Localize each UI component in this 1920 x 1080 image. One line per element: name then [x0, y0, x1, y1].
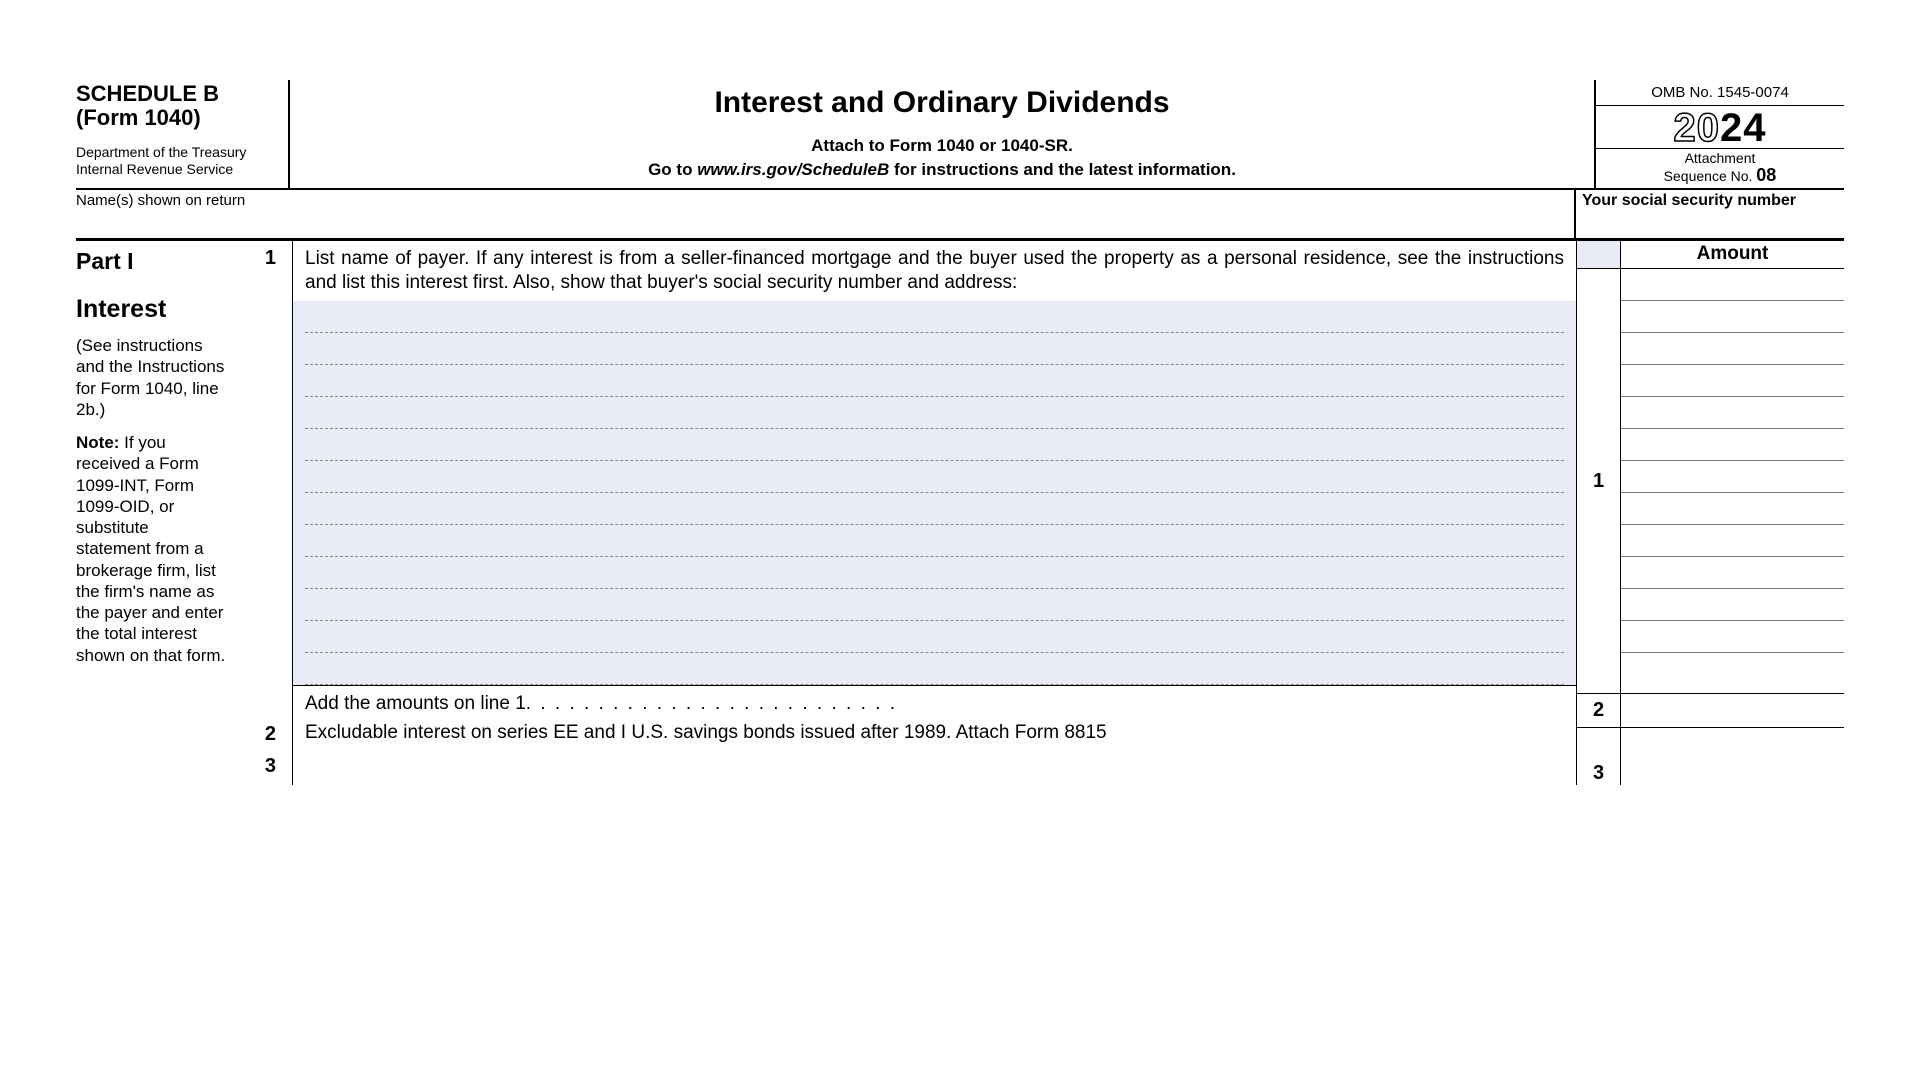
amount-row[interactable] — [1621, 461, 1844, 493]
amount-row[interactable] — [1621, 493, 1844, 525]
amount-row[interactable] — [1621, 269, 1844, 301]
amount-row[interactable] — [1621, 397, 1844, 429]
amount-header: Amount — [1621, 241, 1844, 269]
side-note-bold: Note: — [76, 433, 119, 452]
amount-line2[interactable] — [1621, 693, 1844, 727]
linebox-top-shade — [1577, 241, 1620, 269]
payer-row[interactable] — [305, 653, 1564, 685]
amount-row[interactable] — [1621, 621, 1844, 653]
amount-line3[interactable] — [1621, 727, 1844, 785]
payer-entry-area[interactable] — [293, 301, 1576, 685]
header-center: Interest and Ordinary Dividends Attach t… — [290, 80, 1594, 188]
content-column: List name of payer. If any interest is f… — [292, 241, 1576, 785]
goto-suffix: for instructions and the latest informat… — [889, 160, 1236, 179]
attachment-sequence: Attachment Sequence No. 08 — [1596, 148, 1844, 188]
line1-instruction: List name of payer. If any interest is f… — [293, 241, 1576, 301]
identity-row: Name(s) shown on return Your social secu… — [76, 190, 1844, 241]
line1-number: 1 — [236, 247, 276, 333]
payer-row[interactable] — [305, 525, 1564, 557]
attach-seq-no: 08 — [1756, 165, 1776, 185]
header-left: SCHEDULE B (Form 1040) Department of the… — [76, 80, 290, 188]
attach-seq-label: Attachment — [1685, 150, 1756, 166]
amount-row[interactable] — [1621, 365, 1844, 397]
payer-row[interactable] — [305, 621, 1564, 653]
amount-row[interactable] — [1621, 333, 1844, 365]
amount-row[interactable] — [1621, 301, 1844, 333]
form-number: (Form 1040) — [76, 106, 280, 130]
side-note-instructions: (See instructions and the Instructions f… — [76, 335, 228, 420]
line2-text: Add the amounts on line 1 — [305, 692, 526, 716]
line2-number: 2 — [236, 717, 276, 751]
amount-row[interactable] — [1621, 557, 1844, 589]
linebox-1: 1 — [1577, 269, 1620, 693]
amount-row[interactable] — [1621, 589, 1844, 621]
part1-body: Part I Interest (See instructions and th… — [76, 241, 1844, 785]
amount-row[interactable] — [1621, 429, 1844, 461]
form-header: SCHEDULE B (Form 1040) Department of the… — [76, 80, 1844, 190]
line3-text: Excludable interest on series EE and I U… — [293, 717, 1576, 745]
goto-instruction: Go to www.irs.gov/ScheduleB for instruct… — [300, 160, 1584, 180]
linebox-column: 1 2 3 — [1576, 241, 1620, 785]
payer-row[interactable] — [305, 557, 1564, 589]
line-number-column: 1 2 3 — [236, 241, 292, 785]
payer-row[interactable] — [305, 397, 1564, 429]
header-right: OMB No. 1545-0074 2024 Attachment Sequen… — [1594, 80, 1844, 188]
payer-row[interactable] — [305, 429, 1564, 461]
ssn-label: Your social security number — [1574, 190, 1844, 238]
line3-number: 3 — [236, 751, 276, 785]
year-solid: 24 — [1720, 106, 1767, 150]
schedule-title: SCHEDULE B — [76, 82, 280, 106]
side-note-rest: If you received a Form 1099-INT, Form 10… — [76, 433, 225, 665]
section-label: Interest — [76, 294, 228, 325]
payer-row[interactable] — [305, 301, 1564, 333]
amount-row[interactable] — [1621, 525, 1844, 557]
part-label: Part I — [76, 247, 228, 276]
payer-row[interactable] — [305, 493, 1564, 525]
omb-number: OMB No. 1545-0074 — [1596, 80, 1844, 106]
goto-prefix: Go to — [648, 160, 697, 179]
attach-instruction: Attach to Form 1040 or 1040-SR. — [300, 136, 1584, 156]
year-outline: 20 — [1674, 106, 1721, 150]
amount-column: Amount — [1620, 241, 1844, 785]
dept-line-1: Department of the Treasury — [76, 144, 280, 161]
line2-row: Add the amounts on line 1 — [293, 685, 1576, 718]
goto-site: www.irs.gov/ScheduleB — [697, 160, 889, 179]
payer-row[interactable] — [305, 589, 1564, 621]
line2-dots — [526, 692, 897, 716]
main-title: Interest and Ordinary Dividends — [300, 86, 1584, 120]
payer-row[interactable] — [305, 333, 1564, 365]
form-container: SCHEDULE B (Form 1040) Department of the… — [0, 0, 1920, 785]
payer-row[interactable] — [305, 461, 1564, 493]
attach-seq-label2: Sequence No. — [1664, 168, 1757, 184]
amount-entry-area[interactable] — [1621, 269, 1844, 693]
side-note-1099: Note: If you received a Form 1099-INT, F… — [76, 432, 228, 666]
dept-line-2: Internal Revenue Service — [76, 161, 280, 178]
tax-year: 2024 — [1596, 106, 1844, 148]
linebox-2: 2 — [1577, 693, 1620, 727]
side-column: Part I Interest (See instructions and th… — [76, 241, 236, 785]
linebox-3: 3 — [1577, 727, 1620, 785]
payer-row[interactable] — [305, 365, 1564, 397]
name-label: Name(s) shown on return — [76, 190, 1574, 238]
